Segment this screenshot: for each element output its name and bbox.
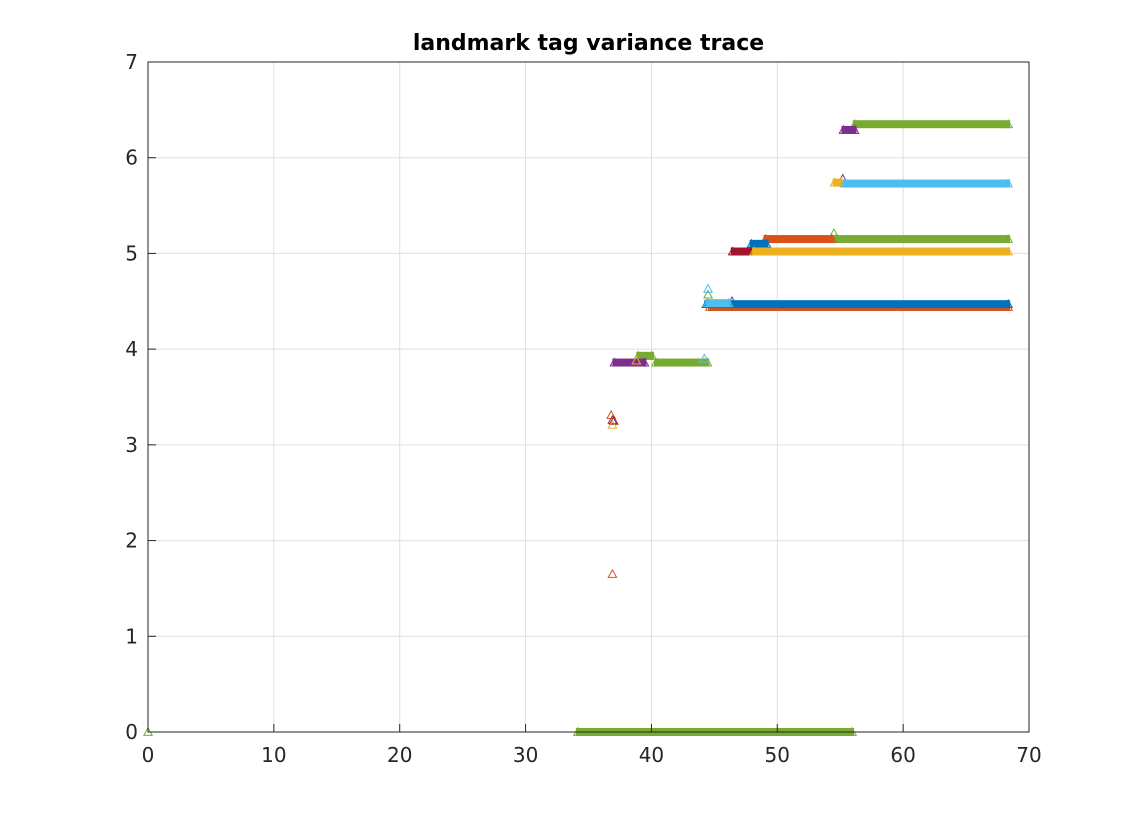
data-point-marker: [703, 289, 714, 299]
data-point-marker: [1003, 246, 1014, 256]
data-point-marker: [607, 414, 618, 424]
y-tick-label: 1: [125, 624, 138, 648]
y-tick-label: 2: [125, 529, 138, 553]
data-point-marker: [839, 178, 850, 188]
data-point-marker: [749, 246, 760, 256]
chart-title: landmark tag variance trace: [413, 31, 764, 56]
data-point-marker: [609, 357, 620, 367]
x-tick-label: 30: [513, 743, 538, 767]
data-point-marker: [746, 238, 757, 248]
marker-run: [730, 247, 756, 256]
marker-run: [752, 247, 1011, 256]
data-point-marker: [826, 233, 837, 243]
y-tick-label: 7: [125, 50, 138, 74]
x-tick-label: 10: [261, 743, 286, 767]
data-point-marker: [639, 357, 650, 367]
data-point-marker: [650, 357, 661, 367]
marker-run: [763, 235, 834, 244]
x-tick-label: 0: [142, 743, 155, 767]
data-point-marker: [607, 419, 618, 429]
x-tick-label: 40: [639, 743, 664, 767]
axes-box: [147, 61, 1030, 733]
marker-run: [636, 351, 654, 360]
marker-run: [705, 299, 731, 308]
x-tick-label: 60: [890, 743, 915, 767]
data-point-marker: [727, 246, 738, 256]
data-point-marker: [1003, 118, 1014, 129]
data-point-marker: [646, 350, 657, 360]
x-tick-label: 50: [765, 743, 790, 767]
y-tick-label: 6: [125, 146, 138, 170]
x-tick-label: 20: [387, 743, 412, 767]
y-tick-label: 4: [125, 337, 138, 361]
y-tick-label: 5: [125, 241, 138, 265]
data-point-marker: [607, 568, 618, 578]
marker-run: [852, 120, 1011, 129]
data-point-marker: [699, 353, 710, 363]
data-point-marker: [1003, 298, 1014, 309]
axis-ticks: 0 10 20 30 40 50 60 70 0 1 2 3 4 5 6 7: [125, 50, 1041, 767]
data-point-marker: [761, 238, 772, 248]
data-point-marker: [1003, 178, 1014, 188]
y-tick-label: 3: [125, 433, 138, 457]
y-tick-label: 0: [125, 720, 138, 744]
plot-area: [148, 62, 1029, 732]
data-point-marker: [829, 177, 840, 187]
data-point-marker: [608, 415, 619, 425]
data-point-marker: [606, 409, 617, 420]
marker-run: [653, 358, 710, 367]
data-point-marker: [631, 355, 642, 365]
marker-run: [612, 358, 647, 367]
marker-run: [841, 125, 857, 134]
data-point-marker: [703, 283, 714, 293]
marker-run: [842, 179, 1011, 188]
x-tick-label: 70: [1016, 743, 1041, 767]
data-point-marker: [1003, 233, 1014, 243]
data-point-marker: [723, 297, 734, 308]
marker-run: [749, 239, 769, 248]
marker-run: [704, 300, 1011, 309]
data-point-marker: [849, 124, 860, 134]
data-point-marker: [838, 124, 849, 134]
marker-run: [832, 178, 843, 187]
marker-run: [833, 235, 1011, 244]
data-point-marker: [702, 297, 713, 308]
